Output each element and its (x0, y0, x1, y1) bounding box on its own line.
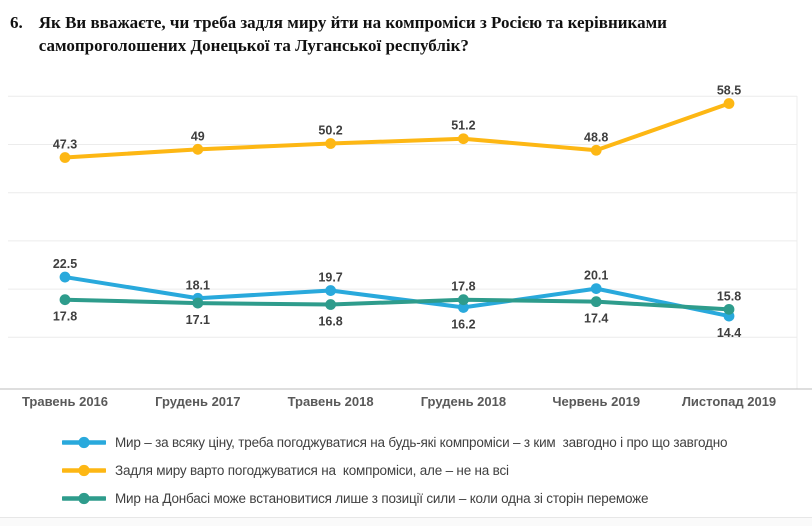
data-point-2-2 (325, 299, 336, 310)
data-label-0-1: 18.1 (186, 278, 210, 292)
data-label-2-3: 17.8 (451, 280, 475, 294)
data-point-1-0 (59, 152, 71, 163)
data-label-0-0: 22.5 (53, 257, 77, 271)
legend-item-1: Задля миру варто погоджуватися на компро… (62, 456, 802, 484)
data-point-2-3 (458, 294, 469, 306)
data-point-2-5 (723, 303, 735, 315)
legend-marker-icon (62, 492, 106, 504)
legend-label: Мир – за всяку ціну, треба погоджуватися… (115, 434, 728, 450)
chart-canvas: 22.5 18.1 19.7 16.2 20.1 14.4 47.3 49 50.2 51.2 48… (0, 84, 812, 409)
data-point-1-1 (192, 143, 204, 155)
data-label-0-3: 16.2 (451, 317, 475, 331)
data-label-1-3: 51.2 (451, 119, 475, 133)
data-point-1-2 (325, 138, 336, 149)
question-title: 6. Як Ви вважаєте, чи треба задля миру й… (10, 12, 741, 58)
question-text: Як Ви вважаєте, чи треба задля миру йти … (38, 13, 667, 55)
data-label-1-0: 47.3 (53, 138, 77, 152)
data-point-1-3 (458, 133, 469, 145)
data-label-1-4: 48.8 (584, 130, 608, 144)
data-point-2-4 (590, 296, 602, 308)
data-point-2-1 (192, 297, 204, 309)
question-number: 6. (10, 13, 23, 32)
data-label-2-1: 17.1 (186, 313, 210, 327)
series-line-1 (63, 101, 731, 160)
chart-legend: Мир – за всяку ціну, треба погоджуватися… (62, 428, 802, 512)
legend-item-2: Мир на Донбасі може встановитися лише з … (62, 484, 802, 512)
series-line-2 (63, 297, 731, 312)
x-tick-label-0: Травень 2016 (22, 394, 108, 409)
data-label-0-5: 14.4 (717, 326, 741, 340)
data-label-2-4: 17.4 (584, 312, 608, 326)
data-label-0-2: 19.7 (318, 271, 342, 285)
series-line-0 (63, 275, 731, 319)
line-chart: 22.5 18.1 19.7 16.2 20.1 14.4 47.3 49 50.2 51.2 48… (0, 84, 812, 409)
data-point-1-5 (723, 98, 735, 109)
data-point-0-0 (59, 271, 71, 283)
data-point-1-4 (590, 144, 602, 156)
data-label-0-4: 20.1 (584, 269, 608, 283)
legend-label: Мир на Донбасі може встановитися лише з … (115, 490, 649, 506)
data-label-1-5: 58.5 (717, 84, 741, 98)
legend-marker-icon (62, 436, 106, 448)
data-label-2-0: 17.8 (53, 310, 77, 324)
bottom-divider (0, 517, 812, 526)
legend-item-0: Мир – за всяку ціну, треба погоджуватися… (62, 428, 802, 456)
x-tick-label-2: Травень 2018 (288, 394, 374, 409)
data-point-0-4 (590, 283, 602, 295)
data-point-2-0 (59, 294, 71, 306)
data-point-0-2 (325, 285, 336, 296)
data-label-2-2: 16.8 (318, 315, 342, 329)
x-tick-label-5: Листопад 2019 (682, 394, 776, 409)
legend-label: Задля миру варто погоджуватися на компро… (115, 462, 509, 478)
legend-marker-icon (62, 464, 106, 476)
data-label-2-5: 15.8 (717, 289, 741, 303)
data-label-1-1: 49 (191, 129, 205, 143)
x-tick-label-1: Грудень 2017 (155, 394, 240, 409)
data-point-0-3 (458, 302, 469, 313)
x-tick-label-4: Червень 2019 (552, 394, 640, 409)
x-tick-label-3: Грудень 2018 (421, 394, 506, 409)
data-label-1-2: 50.2 (318, 124, 342, 138)
